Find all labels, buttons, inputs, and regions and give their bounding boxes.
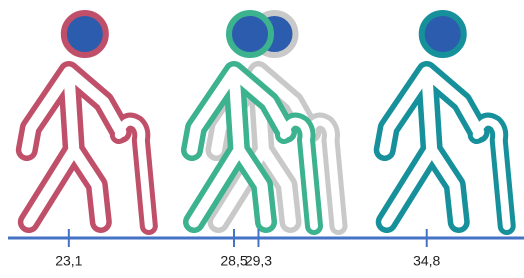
figure-head xyxy=(229,13,271,55)
value-label: 34,8 xyxy=(413,253,440,269)
chart: 23,1 28,529,3 34,8 xyxy=(0,0,524,273)
figure-head xyxy=(64,13,106,55)
figure-head xyxy=(422,13,464,55)
page: 23,128,529,334,8 (() => { const data = J… xyxy=(0,0,524,273)
person-figure xyxy=(385,13,507,226)
value-label: 23,1 xyxy=(55,253,82,269)
value-label: 28,5 xyxy=(220,253,247,269)
value-label: 29,3 xyxy=(245,253,272,269)
person-figure xyxy=(27,13,149,226)
